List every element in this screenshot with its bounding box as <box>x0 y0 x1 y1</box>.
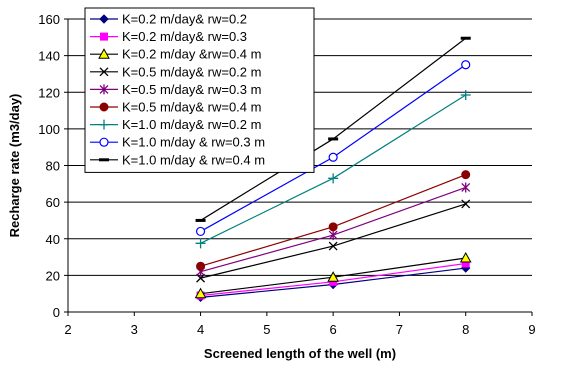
data-point <box>328 137 339 141</box>
legend-marker <box>99 158 109 162</box>
data-point <box>328 173 339 184</box>
legend-marker <box>99 119 109 130</box>
legend-entry: K=1.0 m/day & rw=0.3 m <box>90 135 265 150</box>
data-point <box>327 271 339 282</box>
data-point <box>328 152 338 162</box>
legend-marker <box>100 32 108 41</box>
series-7 <box>195 89 471 249</box>
y-tick-label: 20 <box>46 268 60 283</box>
x-tick-label: 2 <box>64 322 71 337</box>
data-point <box>196 261 206 271</box>
legend-marker <box>98 48 110 59</box>
data-point <box>328 222 338 232</box>
legend-entry: K=0.5 m/day& rw=0.2 m <box>90 64 261 79</box>
y-tick-label: 120 <box>38 85 60 100</box>
data-point <box>459 251 472 263</box>
legend-entry: K=0.2 m/day &rw=0.4 m <box>90 47 261 62</box>
y-tick-label: 100 <box>38 122 60 137</box>
legend-marker <box>99 102 109 112</box>
data-point <box>195 226 206 237</box>
series-4 <box>196 199 471 283</box>
data-point <box>196 273 206 283</box>
data-point <box>328 230 338 241</box>
legend-entry: K=0.5 m/day& rw=0.3 m <box>90 82 261 97</box>
tick-labels: 0 20 40 60 80 100 120 140 160 2 3 4 5 6 7 8 9 <box>38 12 535 337</box>
x-tick-label: 4 <box>197 322 204 337</box>
legend-marker <box>99 14 109 24</box>
legend-label: K=0.5 m/day& rw=0.2 m <box>122 64 261 79</box>
data-point <box>461 170 471 180</box>
legend-label: K=0.2 m/day &rw=0.4 m <box>122 47 261 62</box>
legend-entry: K=0.2 m/day& rw=0.3 <box>90 29 247 44</box>
series-5 <box>196 182 471 277</box>
y-tick-label: 0 <box>53 305 60 320</box>
series-3 <box>194 251 472 299</box>
axes <box>64 18 533 316</box>
legend-marker <box>99 137 109 147</box>
y-tick-label: 60 <box>46 195 60 210</box>
x-tick-label: 8 <box>462 322 469 337</box>
legend-entry: K=1.0 m/day& rw=0.2 m <box>90 117 261 132</box>
legend-label: K=1.0 m/day & rw=0.3 m <box>122 135 265 150</box>
series-line <box>200 174 466 267</box>
y-tick-label: 140 <box>38 49 60 64</box>
legend-entry: K=0.5 m/day& rw=0.4 m <box>90 100 261 115</box>
legend-label: K=0.5 m/day& rw=0.4 m <box>122 100 261 115</box>
legend: K=0.2 m/day& rw=0.2 K=0.2 m/day& rw=0.3 K=… <box>84 7 315 173</box>
data-point <box>461 182 471 193</box>
legend-label: K=0.2 m/day& rw=0.2 <box>122 12 247 27</box>
data-point <box>460 89 471 100</box>
data-point <box>460 36 471 40</box>
y-tick-label: 160 <box>38 12 60 27</box>
legend-label: K=0.5 m/day& rw=0.3 m <box>122 82 261 97</box>
x-axis-title: Screened length of the well (m) <box>204 346 396 361</box>
legend-label: K=1.0 m/day & rw=0.4 m <box>122 152 265 167</box>
legend-entry: K=0.2 m/day& rw=0.2 <box>90 12 247 27</box>
legend-marker <box>99 84 109 95</box>
legend-label: K=0.2 m/day& rw=0.3 <box>122 29 247 44</box>
data-point <box>194 287 207 299</box>
x-tick-label: 5 <box>263 322 270 337</box>
x-tick-label: 6 <box>330 322 337 337</box>
series-8 <box>195 60 471 237</box>
legend-marker <box>99 67 109 77</box>
y-tick-label: 40 <box>46 232 60 247</box>
legend-box <box>84 7 315 173</box>
data-point <box>195 238 206 249</box>
series-6 <box>196 170 471 271</box>
y-tick-label: 80 <box>46 159 60 174</box>
x-tick-label: 3 <box>131 322 138 337</box>
x-tick-label: 7 <box>396 322 403 337</box>
data-point <box>328 241 338 251</box>
data-point <box>195 218 206 222</box>
x-tick-label: 9 <box>528 322 535 337</box>
series-9 <box>195 36 471 222</box>
series-line <box>200 203 466 279</box>
data-point <box>461 199 471 209</box>
data-point <box>461 60 471 70</box>
y-axis-title: Recharge rate (m3/day) <box>7 94 22 238</box>
legend-entry: K=1.0 m/day & rw=0.4 m <box>90 152 265 167</box>
series-lines <box>194 36 472 303</box>
legend-label: K=1.0 m/day& rw=0.2 m <box>122 117 261 132</box>
